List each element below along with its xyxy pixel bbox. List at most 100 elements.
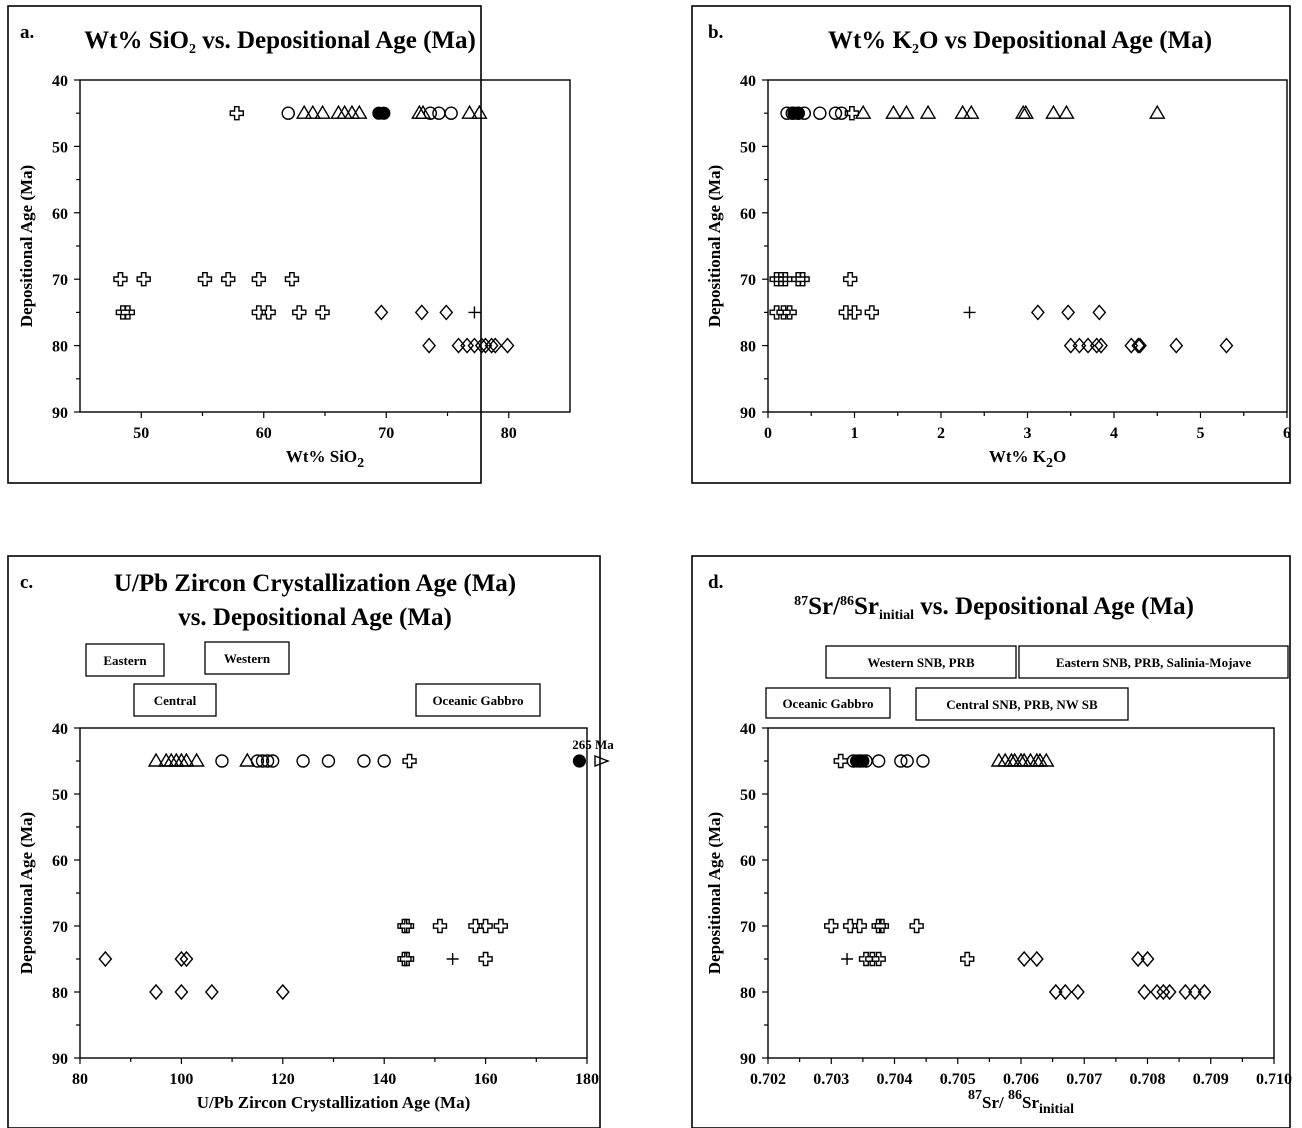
data-point-circle — [894, 754, 908, 768]
legend-frame — [825, 645, 1017, 679]
y-tick-label: 60 — [52, 206, 68, 223]
data-point-cross — [292, 305, 307, 320]
data-point-diamond — [1081, 337, 1095, 354]
legend-frame — [765, 687, 891, 719]
legend-label: Eastern SNB, PRB, Salinia-Mojave — [1056, 655, 1252, 670]
x-tick-label: 0.702 — [750, 1071, 786, 1088]
panel-border — [691, 5, 1291, 484]
data-point-diamond — [1089, 337, 1104, 354]
legend-frame — [415, 683, 541, 717]
data-point-circle — [432, 106, 446, 120]
data-point-filled-circle — [377, 106, 391, 120]
data-point-plus — [468, 306, 481, 319]
series-triangle — [295, 104, 488, 119]
series-cross — [113, 105, 330, 320]
data-point-cross — [399, 951, 415, 967]
legend-label: Western — [224, 651, 271, 666]
x-axis-label: Wt% K2O — [989, 447, 1066, 471]
plot-area — [767, 727, 1275, 1059]
data-point-diamond — [1071, 983, 1085, 1001]
data-point-cross — [782, 305, 797, 320]
series-filled-circle — [787, 106, 805, 120]
x-tick-label: 0.707 — [1066, 1071, 1102, 1088]
data-point-cross — [197, 272, 213, 287]
x-tick-label: 100 — [169, 1071, 193, 1088]
legend-box: Western SNB, PRB — [825, 645, 1017, 679]
data-point-plus — [963, 306, 976, 319]
x-tick-label: 160 — [474, 1071, 498, 1088]
data-point-plus — [841, 953, 854, 965]
series-cross — [769, 105, 879, 320]
data-point-cross — [843, 918, 858, 934]
x-tick-label: 140 — [372, 1071, 396, 1088]
plot-area — [767, 79, 1288, 413]
data-point-cross — [432, 918, 448, 934]
data-point-cross — [229, 105, 245, 121]
data-point-diamond — [460, 337, 475, 354]
data-point-circle — [377, 754, 391, 768]
x-axis-label: 87Sr/ 86Srinitial — [968, 1088, 1074, 1117]
data-point-circle — [423, 106, 438, 120]
series-triangle — [147, 752, 256, 767]
data-point-cross — [874, 918, 890, 934]
data-point-diamond — [179, 950, 194, 968]
y-tick-label: 80 — [740, 985, 756, 1002]
y-tick-label: 70 — [52, 272, 68, 289]
y-tick-label: 70 — [52, 919, 68, 936]
x-tick-label: 0.703 — [813, 1071, 849, 1088]
y-axis-label: Depositional Age (Ma) — [705, 812, 724, 974]
legend-frame — [1018, 645, 1289, 679]
data-point-circle — [281, 106, 295, 120]
y-tick-label: 40 — [52, 73, 68, 90]
data-point-cross — [251, 272, 267, 287]
x-axis-label: U/Pb Zircon Crystallization Age (Ma) — [197, 1093, 471, 1112]
data-point-cross — [478, 918, 493, 934]
data-point-diamond — [484, 337, 499, 354]
data-point-diamond — [1156, 983, 1171, 1001]
data-point-diamond — [1048, 983, 1063, 1001]
data-point-diamond — [174, 983, 189, 1001]
data-point-triangle — [471, 104, 488, 119]
x-tick-label: 3 — [1024, 425, 1032, 442]
series-filled-circle — [572, 754, 586, 768]
data-point-circle — [871, 754, 886, 768]
series-filled-circle — [372, 106, 391, 120]
data-point-circle — [215, 754, 229, 768]
y-tick-label: 50 — [740, 787, 756, 804]
data-point-diamond — [474, 337, 489, 354]
y-axis-label: Depositional Age (Ma) — [17, 812, 36, 974]
legend-label: Western SNB, PRB — [867, 655, 975, 670]
series-filled-circle — [849, 754, 870, 768]
data-point-diamond — [1131, 337, 1146, 354]
legend-frame — [85, 643, 165, 677]
y-tick-label: 50 — [52, 787, 68, 804]
x-tick-label: 70 — [378, 425, 394, 442]
data-point-diamond — [1063, 337, 1078, 354]
data-point-diamond — [1169, 337, 1184, 354]
data-point-circle — [834, 106, 849, 120]
plot-area — [79, 79, 571, 413]
x-tick-label: 0.705 — [940, 1071, 976, 1088]
y-tick-label: 40 — [52, 721, 68, 738]
y-tick-label: 60 — [740, 853, 756, 870]
data-point-diamond — [275, 983, 290, 1001]
legend-box: Eastern — [85, 643, 165, 677]
data-point-cross — [773, 272, 789, 287]
data-point-triangle — [147, 752, 165, 767]
y-tick-label: 90 — [740, 1051, 756, 1068]
panel-letter: a. — [20, 22, 34, 43]
data-point-cross — [468, 918, 483, 934]
x-tick-label: 80 — [72, 1071, 88, 1088]
series-diamond — [1030, 304, 1234, 354]
data-point-triangle — [919, 104, 937, 119]
data-point-diamond — [1197, 983, 1212, 1001]
y-axis-label: Depositional Age (Ma) — [705, 165, 724, 327]
x-tick-label: 80 — [501, 425, 517, 442]
y-axis-label: Depositional Age (Ma) — [17, 165, 36, 327]
legend-box: Western — [204, 641, 290, 675]
chart-title: 87Sr/86Srinitial vs. Depositional Age (M… — [794, 593, 1194, 623]
data-point-cross — [960, 951, 975, 967]
x-tick-label: 0.706 — [1003, 1071, 1039, 1088]
data-point-triangle — [1045, 104, 1062, 119]
